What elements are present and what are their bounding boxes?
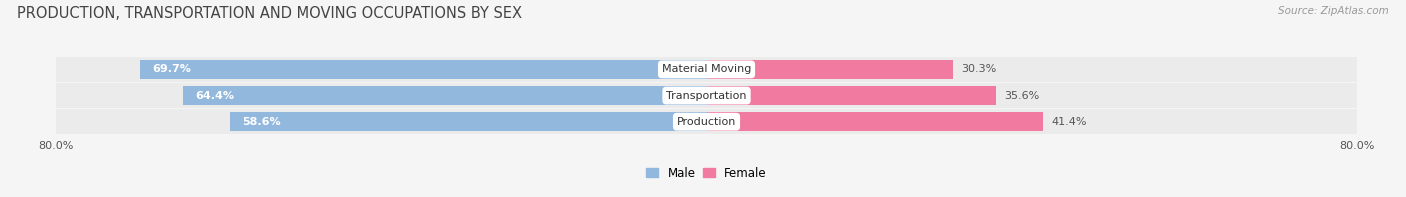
Text: Production: Production xyxy=(676,117,737,127)
Bar xyxy=(707,86,995,105)
Bar xyxy=(56,109,1357,134)
Bar xyxy=(141,60,707,79)
Text: 64.4%: 64.4% xyxy=(195,91,235,100)
Legend: Male, Female: Male, Female xyxy=(641,162,772,185)
Text: 41.4%: 41.4% xyxy=(1052,117,1087,127)
Text: Source: ZipAtlas.com: Source: ZipAtlas.com xyxy=(1278,6,1389,16)
Text: 30.3%: 30.3% xyxy=(960,64,997,74)
Bar xyxy=(231,112,707,131)
Bar xyxy=(56,83,1357,108)
Text: Transportation: Transportation xyxy=(666,91,747,100)
Text: Material Moving: Material Moving xyxy=(662,64,751,74)
Text: 58.6%: 58.6% xyxy=(242,117,281,127)
Bar xyxy=(707,112,1043,131)
Text: 69.7%: 69.7% xyxy=(152,64,191,74)
Text: 35.6%: 35.6% xyxy=(1004,91,1039,100)
Bar xyxy=(183,86,707,105)
Bar xyxy=(56,57,1357,82)
Bar xyxy=(707,60,953,79)
Text: PRODUCTION, TRANSPORTATION AND MOVING OCCUPATIONS BY SEX: PRODUCTION, TRANSPORTATION AND MOVING OC… xyxy=(17,6,522,21)
